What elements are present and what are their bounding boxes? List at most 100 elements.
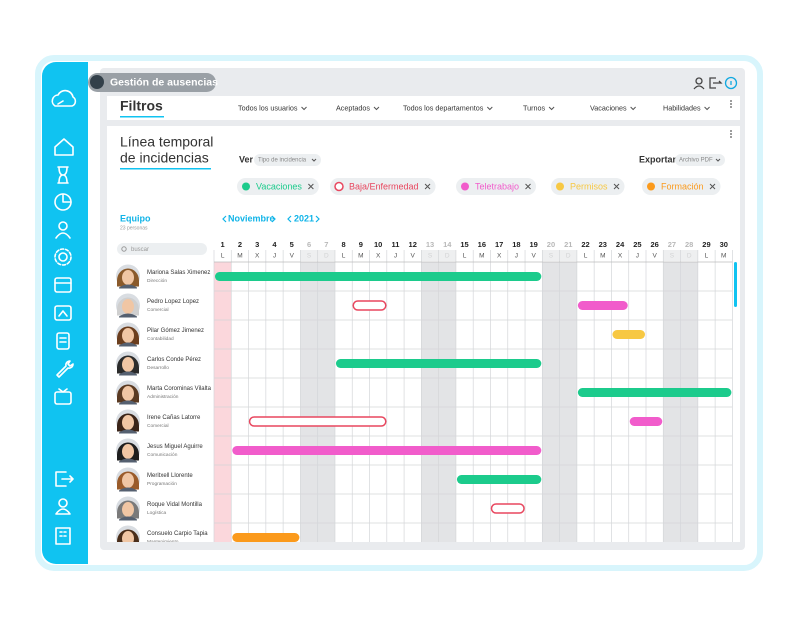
weekend-column [680,262,698,542]
person-name: Consuelo Carpio Tapia [147,531,208,537]
hourglass-icon[interactable] [57,166,69,184]
person-name: Marta Corominas Vilalta [147,386,212,392]
avatar-body [119,400,137,405]
absence-bar[interactable] [612,330,645,339]
legend-chip[interactable] [330,178,436,195]
weekend-column [300,262,318,542]
frame-glow [35,55,763,571]
filter-dropdown[interactable]: Habilidades [663,103,701,112]
filter-dropdown[interactable]: Todos los departamentos [403,103,484,112]
year: 2021 [294,213,314,223]
legend-chip[interactable] [456,178,537,195]
info-icon[interactable] [724,76,738,90]
absence-bar[interactable] [352,300,387,311]
view-select[interactable] [254,154,321,166]
absence-bar[interactable] [577,388,732,397]
day-letter: V [532,253,537,260]
day-number: 23 [599,240,607,249]
legend-chip[interactable] [237,178,319,195]
profile-icon[interactable] [58,498,68,508]
prev-year[interactable] [287,215,292,223]
person-department: Comercial [147,423,169,429]
day-number: 6 [307,240,311,249]
search-icon [121,246,127,252]
legend-remove[interactable] [308,183,314,190]
avatar-face [122,531,134,542]
settings-icon[interactable] [58,252,68,262]
day-number: 15 [460,240,468,249]
calendar-icon[interactable] [54,277,72,293]
filter-dropdown[interactable]: Vacaciones [590,103,627,112]
day-number: 16 [478,240,486,249]
avatar-body [119,342,137,347]
legend-chip[interactable] [642,178,721,195]
legend-remove[interactable] [613,183,620,190]
view-label: Ver [239,154,254,164]
prev-month[interactable] [222,215,227,223]
document-icon-lines [59,337,67,343]
person-department: Dirección [147,278,167,284]
exit-icon[interactable] [709,77,723,89]
day-number: 18 [512,240,520,249]
monitor-icon[interactable] [54,305,72,321]
avatar-face [122,357,134,372]
filter-title: Filtros [120,98,163,114]
day-number: 24 [616,240,625,249]
legend-remove[interactable] [525,183,531,190]
search-box[interactable] [117,243,207,255]
absence-bar[interactable] [215,272,542,281]
day-number: 12 [409,240,417,249]
day-number: 14 [443,240,452,249]
absence-bar[interactable] [232,446,542,455]
logout-icon[interactable] [55,471,74,487]
logo-clock [57,100,64,105]
absence-bar[interactable] [335,359,542,368]
chevron [630,106,636,111]
person-department: Logística [147,510,167,516]
month: Noviembre [228,213,275,223]
weekend-column [663,262,681,542]
chevron [373,106,380,111]
day-number: 20 [547,240,555,249]
scrollbar[interactable] [734,262,737,307]
company-icon[interactable] [55,527,71,545]
absence-bar[interactable] [490,503,525,514]
logo-icon [51,89,77,107]
user-icon[interactable] [58,221,68,231]
company-icon-windows [59,531,67,537]
absence-bar[interactable] [629,417,663,426]
legend-chip[interactable] [551,178,625,195]
next-month[interactable] [271,215,276,223]
account-icon[interactable] [695,77,703,85]
legend-remove[interactable] [424,183,431,190]
absence-bar[interactable] [577,301,628,310]
filter-dropdown[interactable]: Turnos [523,103,546,112]
day-number: 26 [650,240,658,249]
filter-dropdown[interactable]: Aceptados [336,103,370,112]
absence-bar[interactable] [456,475,542,484]
avatar-body [119,371,137,376]
avatar-body [119,284,137,289]
legend-swatch [334,181,344,192]
weekend-column [542,262,560,542]
home-icon[interactable] [54,138,74,156]
day-number: 13 [426,240,434,249]
absence-bar[interactable] [248,416,387,427]
avatar-body [119,429,137,434]
person-name: Carlos Conde Pérez [147,357,201,363]
avatar-body [119,458,137,463]
today-column [214,262,232,542]
document-icon[interactable] [56,332,70,350]
export-select[interactable] [675,154,725,166]
filter-dropdown[interactable]: Todos los usuarios [238,103,298,112]
day-number: 28 [685,240,693,249]
chevron [311,158,317,162]
tools-icon[interactable] [56,360,74,378]
day-letter: L [221,253,225,260]
next-year[interactable] [315,215,320,223]
legend-remove[interactable] [709,183,716,190]
avatar-face [122,328,134,343]
absence-bar[interactable] [232,533,300,542]
export-select-text: Archivo PDF [679,158,713,164]
avatar-face [122,444,134,459]
